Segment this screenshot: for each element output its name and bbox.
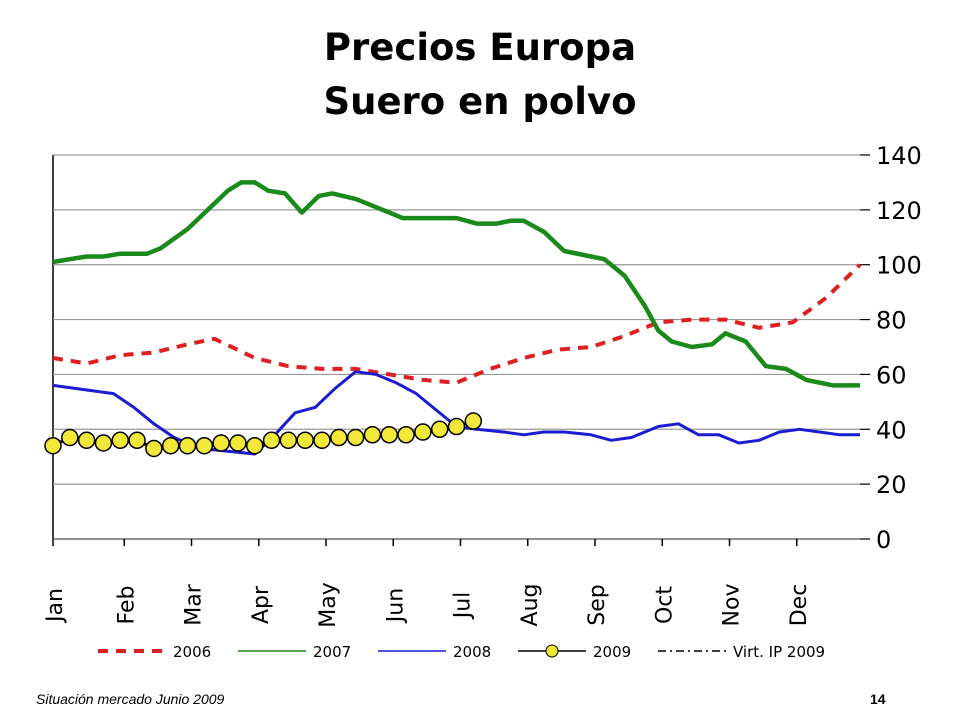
footer-text: Situación mercado Junio 2009 <box>36 691 225 707</box>
x-tick-label-sep: Sep <box>585 584 610 625</box>
x-tick-label-oct: Oct <box>652 586 677 624</box>
legend-2007-label: 2007 <box>313 643 351 661</box>
y-tick-label-100: 100 <box>876 252 922 280</box>
y-tick-label-0: 0 <box>876 526 891 554</box>
legend-2008-label: 2008 <box>453 643 491 661</box>
series-2009-point <box>161 436 180 455</box>
legend-2009-label: 2009 <box>593 643 631 661</box>
series-2009-point <box>246 436 264 455</box>
chart-title-line2: Suero en polvo <box>323 80 637 123</box>
x-tick-label-dec: Dec <box>787 584 812 627</box>
x-tick-label-may: May <box>316 582 341 627</box>
chart-title-line1: Precios Europa <box>323 26 637 69</box>
series-2009-point <box>262 431 281 450</box>
series-2009-point <box>330 428 348 447</box>
series-2007-line <box>52 180 860 388</box>
series-2009-point <box>464 412 483 430</box>
series-2009-point <box>414 423 432 441</box>
series-2009-point <box>212 434 230 452</box>
series-2009-point <box>178 436 197 455</box>
series-2009-point <box>44 436 62 455</box>
y-tick-label-140: 140 <box>876 142 922 170</box>
y-tick-label-120: 120 <box>876 197 922 225</box>
series-2009-point <box>430 420 449 439</box>
series-2009-point <box>94 434 113 452</box>
series-2009-point <box>77 431 96 450</box>
series-2009-point <box>229 434 247 452</box>
x-tick-label-jun: Jun <box>383 588 408 624</box>
series-2009-point <box>279 431 298 450</box>
series-2006-line <box>52 263 862 385</box>
series-2009-point <box>363 426 382 444</box>
legend-2009-marker <box>545 644 559 658</box>
series-2009-point <box>346 428 365 447</box>
series-2009-point <box>145 439 163 458</box>
series-2009-point <box>111 431 129 450</box>
legend-2006-label: 2006 <box>173 643 211 661</box>
series-2009-point <box>195 436 214 455</box>
x-tick-label-feb: Feb <box>114 586 139 625</box>
x-tick-label-aug: Aug <box>518 584 543 627</box>
series-2009-point <box>61 428 79 447</box>
y-tick-label-80: 80 <box>876 307 907 335</box>
y-tick-label-20: 20 <box>876 471 907 499</box>
series-2009-point <box>128 431 146 450</box>
series-2009-point <box>447 417 466 436</box>
x-tick-label-jan: Jan <box>43 588 68 624</box>
x-tick-label-nov: Nov <box>720 584 745 627</box>
y-tick-label-60: 60 <box>876 361 907 389</box>
series-2009-point <box>380 426 398 444</box>
y-tick-label-40: 40 <box>876 416 907 444</box>
x-tick-label-apr: Apr <box>249 585 274 624</box>
x-tick-label-mar: Mar <box>182 583 207 625</box>
page-number: 14 <box>870 691 886 707</box>
x-tick-label-jul: Jul <box>451 592 476 621</box>
series-2009-point <box>313 431 331 450</box>
series-2009-point <box>397 426 415 444</box>
series-2009-point <box>296 431 314 450</box>
legend-virt-ip-2009-label: Virt. IP 2009 <box>733 643 825 661</box>
